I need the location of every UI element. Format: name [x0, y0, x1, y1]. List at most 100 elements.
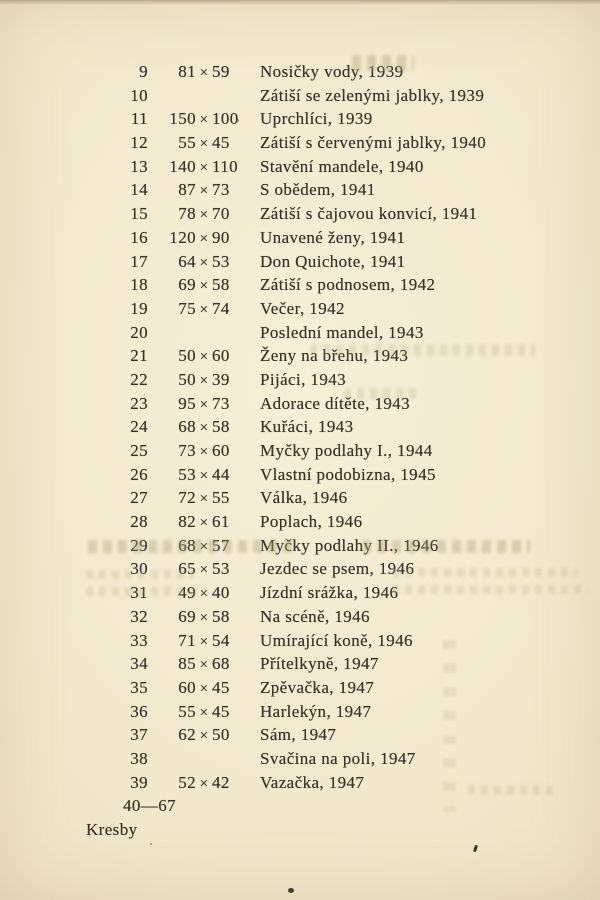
multiplication-sign: × — [199, 680, 209, 697]
artwork-title: Myčky podlahy II., 1946 — [260, 535, 439, 555]
dimension-height: 68 — [212, 654, 230, 674]
catalog-row: 19 75 × 74 Večer, 1942 — [86, 297, 590, 321]
ink-speck — [150, 843, 152, 845]
artwork-title: Vlastní podobizna, 1945 — [260, 464, 436, 484]
multiplication-sign: × — [199, 372, 209, 389]
catalog-number: 14 — [130, 180, 148, 200]
artwork-title: Adorace dítěte, 1943 — [260, 393, 411, 413]
multiplication-sign: × — [199, 112, 209, 129]
dimension-height: 45 — [212, 701, 230, 721]
artwork-title: Pijáci, 1943 — [260, 369, 347, 389]
artwork-title: Myčky podlahy I., 1944 — [260, 441, 433, 460]
artwork-title: Večer, 1942 — [260, 298, 345, 318]
multiplication-sign: × — [199, 254, 209, 271]
catalog-row: 21 50 × 60 Ženy na břehu, 1943 — [86, 344, 590, 368]
catalog-number: 36 — [130, 701, 148, 721]
artwork-title: Vazačka, 1947 — [260, 772, 365, 792]
multiplication-sign: × — [199, 491, 209, 508]
catalog-number: 28 — [130, 512, 148, 532]
multiplication-sign: × — [199, 136, 209, 153]
catalog-row: 23 95 × 73 Adorace dítěte, 1943 — [86, 392, 590, 416]
catalog-number: 37 — [130, 725, 148, 745]
multiplication-sign: × — [199, 444, 209, 460]
dimension-width: 50 — [178, 369, 196, 389]
dimension-height: 45 — [212, 677, 230, 697]
artwork-title: S obědem, 1941 — [260, 180, 376, 200]
multiplication-sign: × — [199, 207, 209, 224]
artwork-title: Jízdní srážka, 1946 — [260, 583, 399, 603]
artwork-title: Nosičky vody, 1939 — [260, 62, 404, 81]
artwork-title: Kresby — [86, 820, 138, 840]
catalog-row: 39 52 × 42 Vazačka, 1947 — [86, 771, 590, 795]
dimension-height: 53 — [212, 559, 230, 579]
catalog-number: 18 — [130, 275, 148, 295]
catalog-number: 10 — [130, 85, 148, 105]
catalog-row: 27 72 × 55 Válka, 1946 — [86, 486, 590, 510]
dimension-height: 73 — [212, 180, 230, 200]
dimension-width: 72 — [178, 488, 196, 508]
ink-speck — [236, 119, 239, 122]
multiplication-sign: × — [199, 657, 209, 674]
multiplication-sign: × — [199, 183, 209, 200]
artwork-title: Svačina na poli, 1947 — [260, 748, 416, 768]
dimension-width: 95 — [178, 393, 196, 413]
catalog-number: 15 — [130, 204, 148, 224]
catalog-row: 36 55 × 45 Harlekýn, 1947 — [86, 700, 590, 724]
dimension-width: 52 — [178, 772, 196, 792]
dimension-width: 150 — [169, 109, 196, 129]
dimension-height: 44 — [212, 464, 230, 484]
catalog-row: 22 50 × 39 Pijáci, 1943 — [86, 368, 590, 392]
catalog-number: 21 — [130, 346, 148, 366]
dimension-width: 69 — [178, 606, 196, 626]
multiplication-sign: × — [199, 538, 209, 555]
dimension-width: 120 — [169, 227, 196, 247]
multiplication-sign: × — [199, 562, 209, 579]
catalog-number: 11 — [130, 109, 148, 129]
artwork-title: Zátiší se zelenými jablky, 1939 — [260, 85, 485, 105]
multiplication-sign: × — [199, 609, 209, 626]
dimension-height: 90 — [212, 227, 230, 247]
artwork-title: Poplach, 1946 — [260, 512, 363, 532]
dimension-height: 40 — [212, 583, 230, 603]
artwork-title: Zátiší s červenými jablky, 1940 — [260, 133, 487, 153]
artwork-title: Zpěvačka, 1947 — [260, 677, 375, 697]
catalog-row: 15 78 × 70 Zátiší s čajovou konvicí, 194… — [86, 202, 590, 226]
artwork-title: Kuřáci, 1943 — [260, 417, 354, 437]
catalog-row: 30 65 × 53 Jezdec se psem, 1946 — [86, 557, 590, 581]
catalog-row: 26 53 × 44 Vlastní podobizna, 1945 — [86, 463, 590, 487]
artwork-title: Umírající koně, 1946 — [260, 630, 413, 650]
catalog-row: 24 68 × 58 Kuřáci, 1943 — [86, 415, 590, 439]
catalog-row: 25 73 × 60 Myčky podlahy I., 1944 — [86, 439, 590, 463]
catalog-number: 27 — [130, 488, 148, 508]
artwork-title: Harlekýn, 1947 — [260, 701, 372, 721]
catalog-number: 33 — [130, 630, 148, 650]
multiplication-sign: × — [199, 633, 209, 650]
catalog-number: 19 — [130, 298, 148, 318]
artwork-title: Na scéně, 1946 — [260, 606, 370, 626]
dimension-height: 74 — [212, 298, 230, 318]
catalog-row: 34 85 × 68 Přítelkyně, 1947 — [86, 652, 590, 676]
catalog-number: 24 — [130, 417, 148, 437]
dimension-width: 68 — [178, 417, 196, 437]
dimension-width: 50 — [178, 346, 196, 366]
ink-speck — [288, 888, 294, 893]
catalog-number: 29 — [130, 535, 148, 555]
dimension-height: 55 — [212, 488, 230, 508]
catalog-number: 35 — [130, 677, 148, 697]
catalog-row: 35 60 × 45 Zpěvačka, 1947 — [86, 676, 590, 700]
multiplication-sign: × — [199, 586, 209, 603]
multiplication-sign: × — [199, 467, 209, 484]
dimension-height: 61 — [212, 512, 230, 532]
dimension-height: 39 — [212, 369, 230, 389]
catalog-row: 38 Svačina na poli, 1947 — [86, 747, 590, 771]
catalog-number: 22 — [130, 369, 148, 389]
multiplication-sign: × — [199, 775, 209, 792]
dimension-width: 73 — [178, 441, 196, 460]
dimension-width: 64 — [178, 251, 196, 271]
dimension-width: 49 — [178, 583, 196, 603]
catalog-number: 32 — [130, 606, 148, 626]
catalog-row: 13 140 × 110 Stavění mandele, 1940 — [86, 155, 590, 179]
multiplication-sign: × — [199, 349, 209, 366]
dimension-height: 58 — [212, 417, 230, 437]
